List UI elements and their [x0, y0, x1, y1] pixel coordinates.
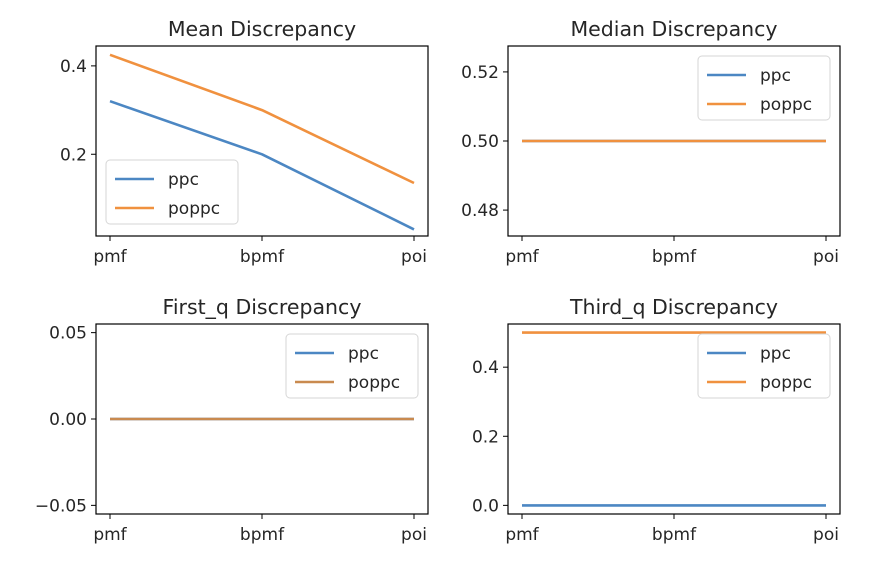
x-tick-label: pmf: [93, 525, 127, 545]
series-line-ppc: [109, 99, 415, 231]
legend: ppc poppc: [697, 333, 831, 399]
y-tick-label: 0.52: [461, 63, 499, 83]
y-tick-label: 0.00: [49, 410, 87, 430]
legend-label-ppc: ppc: [168, 170, 199, 190]
y-tick-label: 0.50: [461, 132, 499, 152]
chart-panel-1: Mean Discrepancy pmf bpmf poi 0.2 0.4 ppc poppc: [60, 17, 429, 267]
y-tick-label: −0.05: [35, 496, 87, 516]
x-tick-label: poi: [813, 525, 839, 545]
legend-label-ppc: ppc: [348, 344, 379, 364]
legend: ppc poppc: [285, 333, 419, 399]
y-tick-label: 0.48: [461, 201, 499, 221]
chart-title: Mean Discrepancy: [168, 17, 356, 41]
legend: ppc poppc: [105, 159, 239, 225]
y-tick-label: 0.4: [472, 358, 499, 378]
x-tick-label: pmf: [505, 525, 539, 545]
x-tick-label: poi: [401, 247, 427, 267]
x-tick-label: poi: [401, 525, 427, 545]
x-tick-label: bpmf: [652, 525, 697, 545]
series-line-poppc: [109, 53, 415, 185]
x-tick-label: bpmf: [240, 247, 285, 267]
x-tick-label: pmf: [505, 247, 539, 267]
legend-label-ppc: ppc: [760, 344, 791, 364]
x-tick-label: bpmf: [652, 247, 697, 267]
chart-panel-3: First_q Discrepancy pmf bpmf poi −0.05 0.00 0.…: [35, 295, 429, 545]
legend-label-poppc: poppc: [760, 95, 812, 115]
y-tick-label: 0.0: [472, 496, 499, 516]
chart-panel-2: Median Discrepancy pmf bpmf poi 0.48 0.50 0.52…: [461, 17, 841, 267]
x-tick-label: poi: [813, 247, 839, 267]
legend-label-poppc: poppc: [168, 199, 220, 219]
chart-panel-4: Third_q Discrepancy pmf bpmf poi 0.0 0.2 0.4 pp…: [472, 295, 841, 545]
legend-label-ppc: ppc: [760, 66, 791, 86]
legend-label-poppc: poppc: [348, 373, 400, 393]
legend-label-poppc: poppc: [760, 373, 812, 393]
y-tick-label: 0.05: [49, 324, 87, 344]
y-tick-label: 0.2: [472, 427, 499, 447]
chart-title: First_q Discrepancy: [163, 295, 362, 320]
x-tick-label: bpmf: [240, 525, 285, 545]
y-tick-label: 0.2: [60, 145, 87, 165]
y-tick-label: 0.4: [60, 57, 87, 77]
x-tick-label: pmf: [93, 247, 127, 267]
legend: ppc poppc: [697, 55, 831, 121]
chart-title: Third_q Discrepancy: [569, 295, 778, 320]
chart-title: Median Discrepancy: [570, 17, 777, 41]
